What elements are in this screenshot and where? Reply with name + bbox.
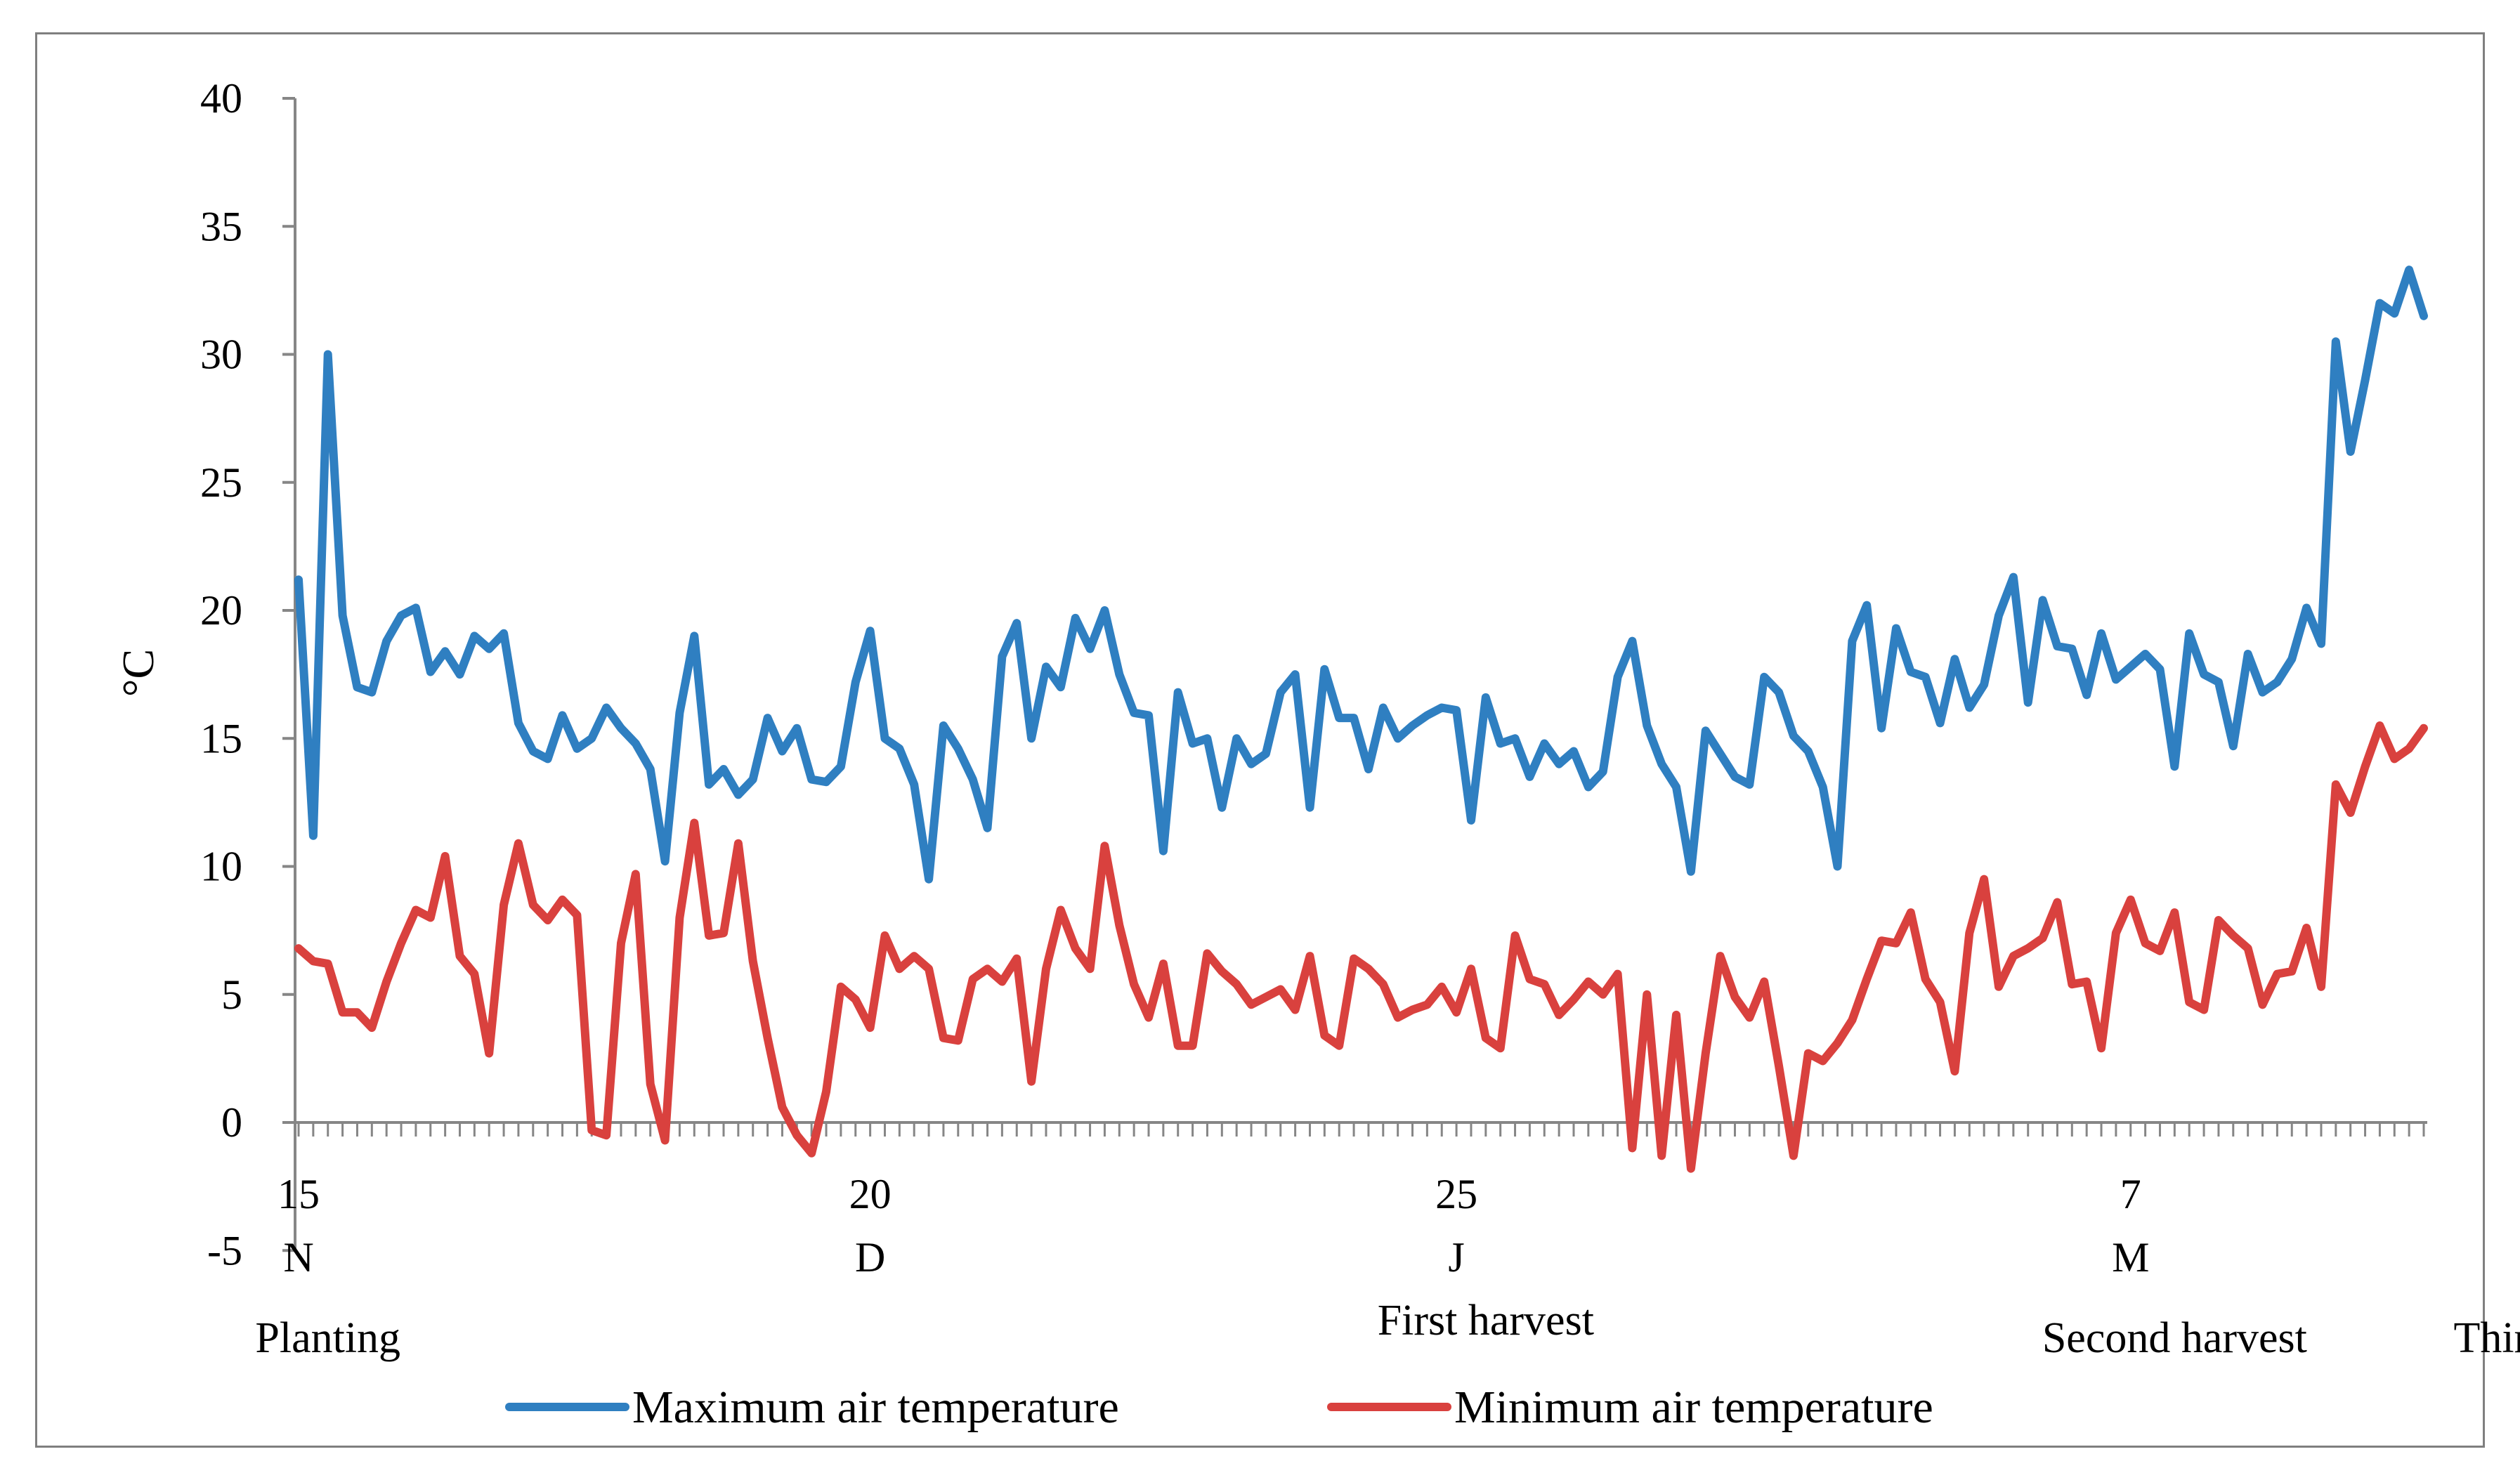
- y-tick-label: 40: [200, 75, 242, 122]
- harvest-annotations: Planting First harvest Second harvest Third…: [255, 1297, 2520, 1362]
- x-month-label: D: [855, 1234, 885, 1281]
- y-tick-label: 35: [200, 203, 242, 249]
- y-axis-title: °C: [113, 649, 163, 697]
- y-axis: 40 35 30 25 20 15 10 5 0 -5: [200, 75, 296, 1273]
- x-day-label: 7: [2120, 1171, 2141, 1217]
- y-tick-label: -5: [207, 1227, 242, 1273]
- y-tick-label: 10: [200, 844, 242, 890]
- annotation-label: Second harvest: [2042, 1314, 2307, 1362]
- x-month-label: N: [283, 1234, 313, 1281]
- annotation-label: Planting: [255, 1314, 400, 1362]
- x-day-label: 20: [849, 1171, 892, 1217]
- y-tick-label: 30: [200, 332, 242, 378]
- y-tick-label: 20: [200, 587, 242, 634]
- annotation-label: First harvest: [1378, 1297, 1594, 1344]
- series-line-0: [294, 266, 2428, 884]
- y-tick-label: 5: [221, 971, 242, 1018]
- x-day-label: 15: [278, 1171, 320, 1217]
- y-tick-label: 25: [200, 459, 242, 506]
- x-day-label: 25: [1435, 1171, 1477, 1217]
- y-tick-label: 15: [200, 715, 242, 761]
- legend-label: Maximum air temperature: [632, 1382, 1119, 1433]
- x-month-label: J: [1448, 1234, 1464, 1281]
- legend-label: Minimum air temperature: [1454, 1382, 1933, 1433]
- series-lines: [294, 266, 2428, 1173]
- y-tick-label: 0: [221, 1099, 242, 1146]
- chart-frame: [35, 32, 2485, 1448]
- legend: Maximum air temperature Minimum air tempe…: [505, 1382, 1933, 1433]
- series-line-1: [294, 721, 2428, 1173]
- annotation-label: Third harvest: [2453, 1314, 2520, 1362]
- x-axis: 15N20D25J7M9A: [278, 1121, 2427, 1281]
- x-month-label: M: [2112, 1234, 2149, 1281]
